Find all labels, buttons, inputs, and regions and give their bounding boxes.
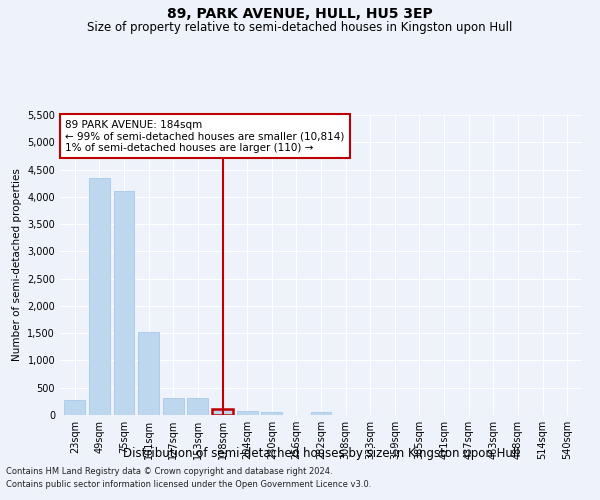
Bar xyxy=(89,178,110,415)
Text: 89 PARK AVENUE: 184sqm
← 99% of semi-detached houses are smaller (10,814)
1% of : 89 PARK AVENUE: 184sqm ← 99% of semi-det… xyxy=(65,120,344,152)
Y-axis label: Number of semi-detached properties: Number of semi-detached properties xyxy=(12,168,22,362)
Bar xyxy=(113,192,134,415)
Bar xyxy=(236,411,257,415)
Bar xyxy=(311,412,331,415)
Text: 89, PARK AVENUE, HULL, HU5 3EP: 89, PARK AVENUE, HULL, HU5 3EP xyxy=(167,8,433,22)
Bar xyxy=(187,398,208,415)
Text: Distribution of semi-detached houses by size in Kingston upon Hull: Distribution of semi-detached houses by … xyxy=(122,448,520,460)
Bar xyxy=(212,409,233,415)
Text: Contains public sector information licensed under the Open Government Licence v3: Contains public sector information licen… xyxy=(6,480,371,489)
Bar xyxy=(163,398,184,415)
Bar xyxy=(138,332,159,415)
Text: Contains HM Land Registry data © Crown copyright and database right 2024.: Contains HM Land Registry data © Crown c… xyxy=(6,467,332,476)
Bar xyxy=(64,400,85,415)
Text: Size of property relative to semi-detached houses in Kingston upon Hull: Size of property relative to semi-detach… xyxy=(88,21,512,34)
Bar xyxy=(261,412,282,415)
